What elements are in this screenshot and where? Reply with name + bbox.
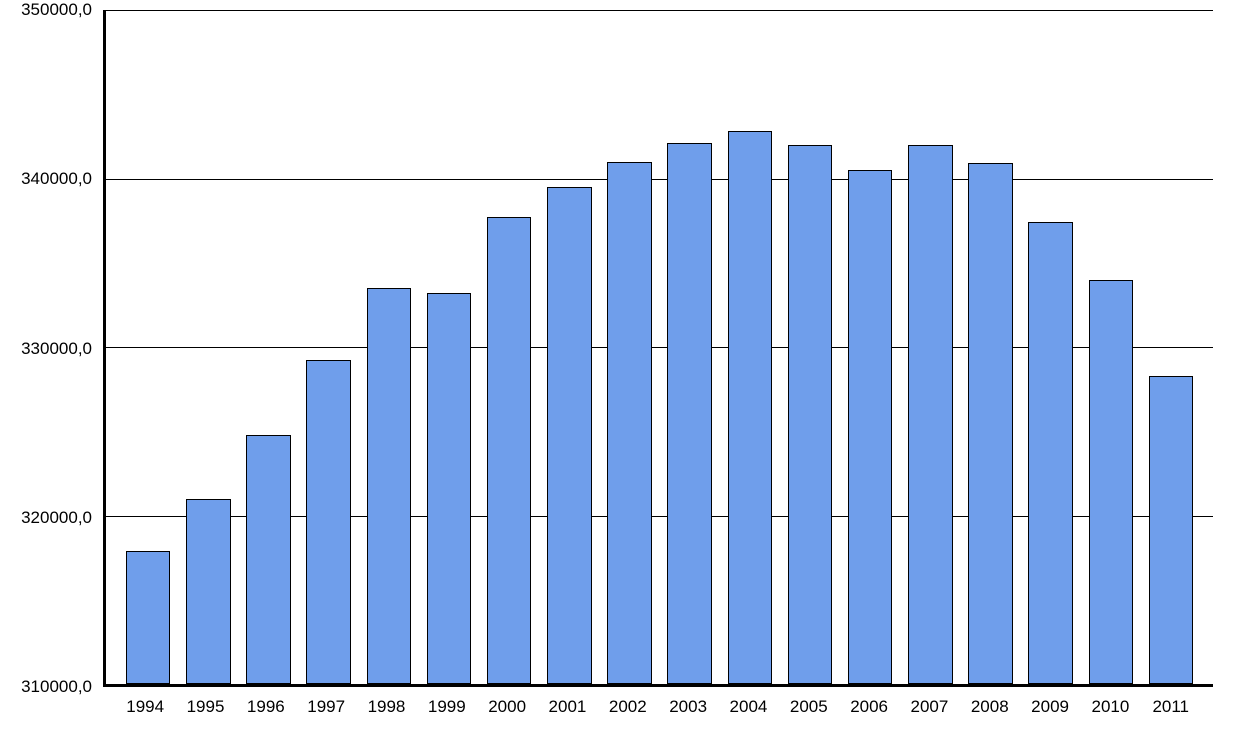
bar xyxy=(728,131,773,684)
y-tick-label: 310000,0 xyxy=(21,677,92,697)
bar-cell xyxy=(419,10,479,684)
bar xyxy=(848,170,893,684)
bar xyxy=(186,499,231,684)
x-tick-label: 2009 xyxy=(1020,691,1080,737)
bar xyxy=(367,288,412,684)
bar xyxy=(306,360,351,684)
x-tick-label: 2008 xyxy=(960,691,1020,737)
bar xyxy=(788,145,833,684)
bar-cell xyxy=(660,10,720,684)
bar-cell xyxy=(960,10,1020,684)
bar-cell xyxy=(479,10,539,684)
x-tick-label: 2000 xyxy=(477,691,537,737)
x-tick-label: 2010 xyxy=(1080,691,1140,737)
bar xyxy=(607,162,652,684)
bar-cell xyxy=(299,10,359,684)
bar-cell xyxy=(118,10,178,684)
bar-chart: 310000,0 320000,0 330000,0 340000,0 350000,0… xyxy=(0,0,1233,737)
x-tick-label: 1996 xyxy=(236,691,296,737)
y-tick-label: 330000,0 xyxy=(21,339,92,359)
bar xyxy=(547,187,592,684)
x-tick-label: 2004 xyxy=(718,691,778,737)
bar-cell xyxy=(840,10,900,684)
x-tick-label: 2003 xyxy=(658,691,718,737)
x-tick-label: 2007 xyxy=(899,691,959,737)
x-tick-label: 1994 xyxy=(115,691,175,737)
x-tick-label: 2006 xyxy=(839,691,899,737)
x-axis-labels: 1994199519961997199819992000200120022003… xyxy=(103,691,1213,737)
y-tick-label: 320000,0 xyxy=(21,508,92,528)
bar xyxy=(427,293,472,684)
x-tick-label: 2005 xyxy=(779,691,839,737)
bar xyxy=(1089,280,1134,684)
bar-cell xyxy=(1021,10,1081,684)
x-tick-label: 1998 xyxy=(356,691,416,737)
bar-cell xyxy=(178,10,238,684)
x-tick-label: 2011 xyxy=(1141,691,1201,737)
bar xyxy=(908,145,953,684)
x-tick-label: 1999 xyxy=(417,691,477,737)
bar-cell xyxy=(1141,10,1201,684)
bar xyxy=(1149,376,1194,684)
bar xyxy=(968,163,1013,684)
x-tick-label: 2001 xyxy=(537,691,597,737)
bar xyxy=(667,143,712,684)
x-tick-label: 1997 xyxy=(296,691,356,737)
bar xyxy=(487,217,532,684)
bar-cell xyxy=(238,10,298,684)
y-tick-label: 350000,0 xyxy=(21,0,92,20)
bar-cell xyxy=(539,10,599,684)
y-tick-label: 340000,0 xyxy=(21,169,92,189)
bar-cell xyxy=(720,10,780,684)
bar-cell xyxy=(1081,10,1141,684)
bar-cell xyxy=(780,10,840,684)
bar xyxy=(246,435,291,684)
bar xyxy=(126,551,171,684)
plot-area xyxy=(103,10,1213,687)
y-axis-labels: 310000,0320000,0330000,0340000,0350000,0 xyxy=(0,10,100,687)
bars-container xyxy=(106,10,1213,684)
bar-cell xyxy=(359,10,419,684)
x-tick-label: 1995 xyxy=(175,691,235,737)
bar-cell xyxy=(599,10,659,684)
bar-cell xyxy=(900,10,960,684)
bar xyxy=(1028,222,1073,684)
x-tick-label: 2002 xyxy=(598,691,658,737)
